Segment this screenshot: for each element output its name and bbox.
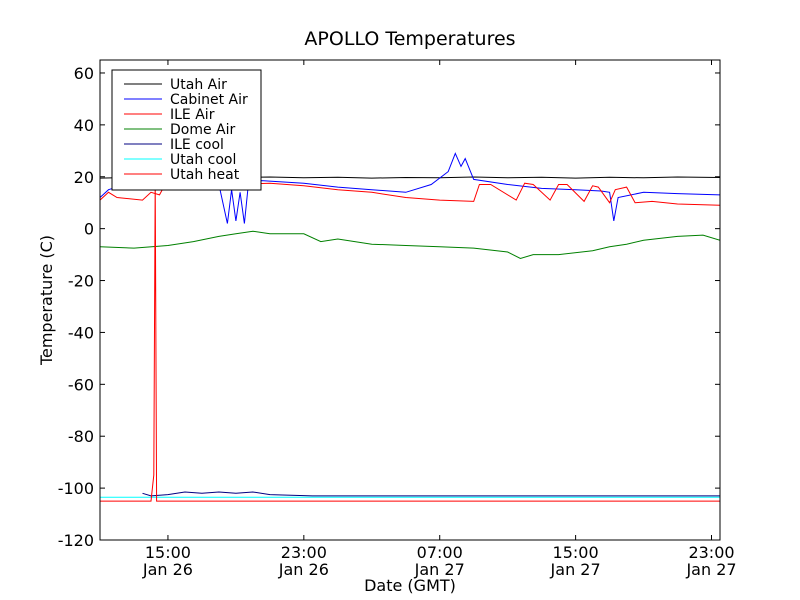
x-tick-label-time: 15:00 (145, 543, 191, 562)
series-line-dome-air (100, 230, 720, 260)
y-tick-label: -20 (68, 272, 94, 291)
x-tick-label-date: Jan 26 (142, 560, 193, 579)
x-tick-label-date: Jan 27 (550, 560, 601, 579)
series-lines (100, 152, 720, 502)
y-tick-label: 0 (84, 220, 94, 239)
legend-label: Utah cool (170, 152, 236, 168)
chart-title: APOLLO Temperatures (304, 28, 515, 50)
y-tick-label: -40 (68, 323, 94, 342)
x-tick-label-time: 07:00 (417, 543, 463, 562)
y-tick-label: -60 (68, 375, 94, 394)
y-axis-title: Temperature (C) (37, 235, 56, 366)
y-tick-label: 40 (74, 116, 94, 135)
legend-label: ILE Air (170, 107, 215, 123)
legend-label: ILE cool (170, 137, 224, 153)
plot-frame (99, 59, 721, 541)
legend-label: Cabinet Air (170, 92, 248, 108)
y-tick-label: -80 (68, 427, 94, 446)
series-line-ile-cool (142, 491, 720, 497)
x-tick-label-date: Jan 27 (685, 560, 736, 579)
x-tick-label-time: 23:00 (688, 543, 734, 562)
y-tick-label: 60 (74, 64, 94, 83)
legend-label: Utah Air (170, 77, 227, 93)
x-tick-label-time: 23:00 (281, 543, 327, 562)
legend-label: Utah heat (170, 167, 240, 183)
plot-area (100, 152, 720, 502)
x-tick-label-time: 15:00 (553, 543, 599, 562)
x-axis-title: Date (GMT) (364, 576, 456, 595)
x-tick-label-date: Jan 26 (278, 560, 329, 579)
x-tick-label-date: Jan 27 (414, 560, 465, 579)
series-line-utah-heat (100, 179, 720, 502)
y-tick-label: -100 (58, 479, 94, 498)
legend-label: Dome Air (170, 122, 236, 138)
y-tick-label: -120 (58, 531, 94, 550)
y-tick-label: 20 (74, 168, 94, 187)
legend-box (111, 69, 262, 191)
